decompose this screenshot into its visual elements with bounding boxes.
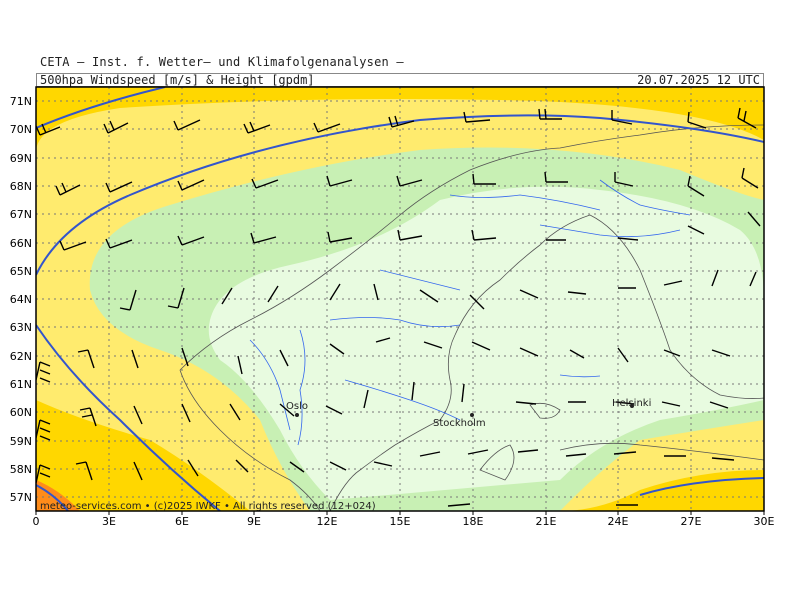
y-tick-70N: 70N xyxy=(10,123,32,136)
y-tick-60N: 60N xyxy=(10,406,32,419)
x-tick-27E: 27E xyxy=(681,515,702,528)
y-tick-63N: 63N xyxy=(10,321,32,334)
x-tick-6E: 6E xyxy=(175,515,189,528)
wind-barbs xyxy=(36,107,761,507)
y-tick-61N: 61N xyxy=(10,378,32,391)
city-label-oslo: Oslo xyxy=(286,401,308,412)
y-tick-62N: 62N xyxy=(10,350,32,363)
city-label-helsinki: Helsinki xyxy=(612,398,651,409)
y-axis: 57N 58N 59N 60N 61N 62N 63N 64N 65N 66N … xyxy=(10,95,32,504)
x-tick-15E: 15E xyxy=(390,515,411,528)
wind-band-max xyxy=(36,480,80,511)
y-tick-64N: 64N xyxy=(10,293,32,306)
y-tick-68N: 68N xyxy=(10,180,32,193)
map-plot-area xyxy=(36,87,764,511)
y-tick-57N: 57N xyxy=(10,491,32,504)
x-tick-0: 0 xyxy=(33,515,40,528)
wind-band-calm xyxy=(208,186,764,500)
product-title: 500hpa_Windspeed_[m/s]_&_Height_[gpdm] xyxy=(40,73,315,87)
x-tick-30E: 30E xyxy=(754,515,775,528)
city-label-stockholm: Stockholm xyxy=(433,418,486,429)
lat-lon-grid xyxy=(36,87,764,511)
coastline xyxy=(179,124,764,511)
x-tick-21E: 21E xyxy=(536,515,557,528)
x-tick-18E: 18E xyxy=(463,515,484,528)
x-axis: 0 3E 6E 9E 12E 15E 18E 21E 24E 27E 30E xyxy=(33,511,775,528)
y-tick-69N: 69N xyxy=(10,152,32,165)
y-tick-66N: 66N xyxy=(10,237,32,250)
y-tick-59N: 59N xyxy=(10,435,32,448)
institute-header: CETA – Inst. f. Wetter– und Klimafolgena… xyxy=(40,55,404,69)
y-tick-58N: 58N xyxy=(10,463,32,476)
y-tick-71N: 71N xyxy=(10,95,32,108)
credit-footer: meteo-services.com • (c)2025 IWKF • All … xyxy=(40,501,376,512)
valid-time: 20.07.2025 12 UTC xyxy=(637,73,760,87)
x-tick-12E: 12E xyxy=(317,515,338,528)
x-tick-3E: 3E xyxy=(102,515,116,528)
x-tick-9E: 9E xyxy=(247,515,261,528)
x-tick-24E: 24E xyxy=(608,515,629,528)
stockholm-marker xyxy=(470,413,474,417)
oslo-marker xyxy=(295,413,299,417)
rivers xyxy=(249,179,691,446)
y-tick-67N: 67N xyxy=(10,208,32,221)
y-tick-65N: 65N xyxy=(10,265,32,278)
helsinki-marker xyxy=(630,404,634,408)
